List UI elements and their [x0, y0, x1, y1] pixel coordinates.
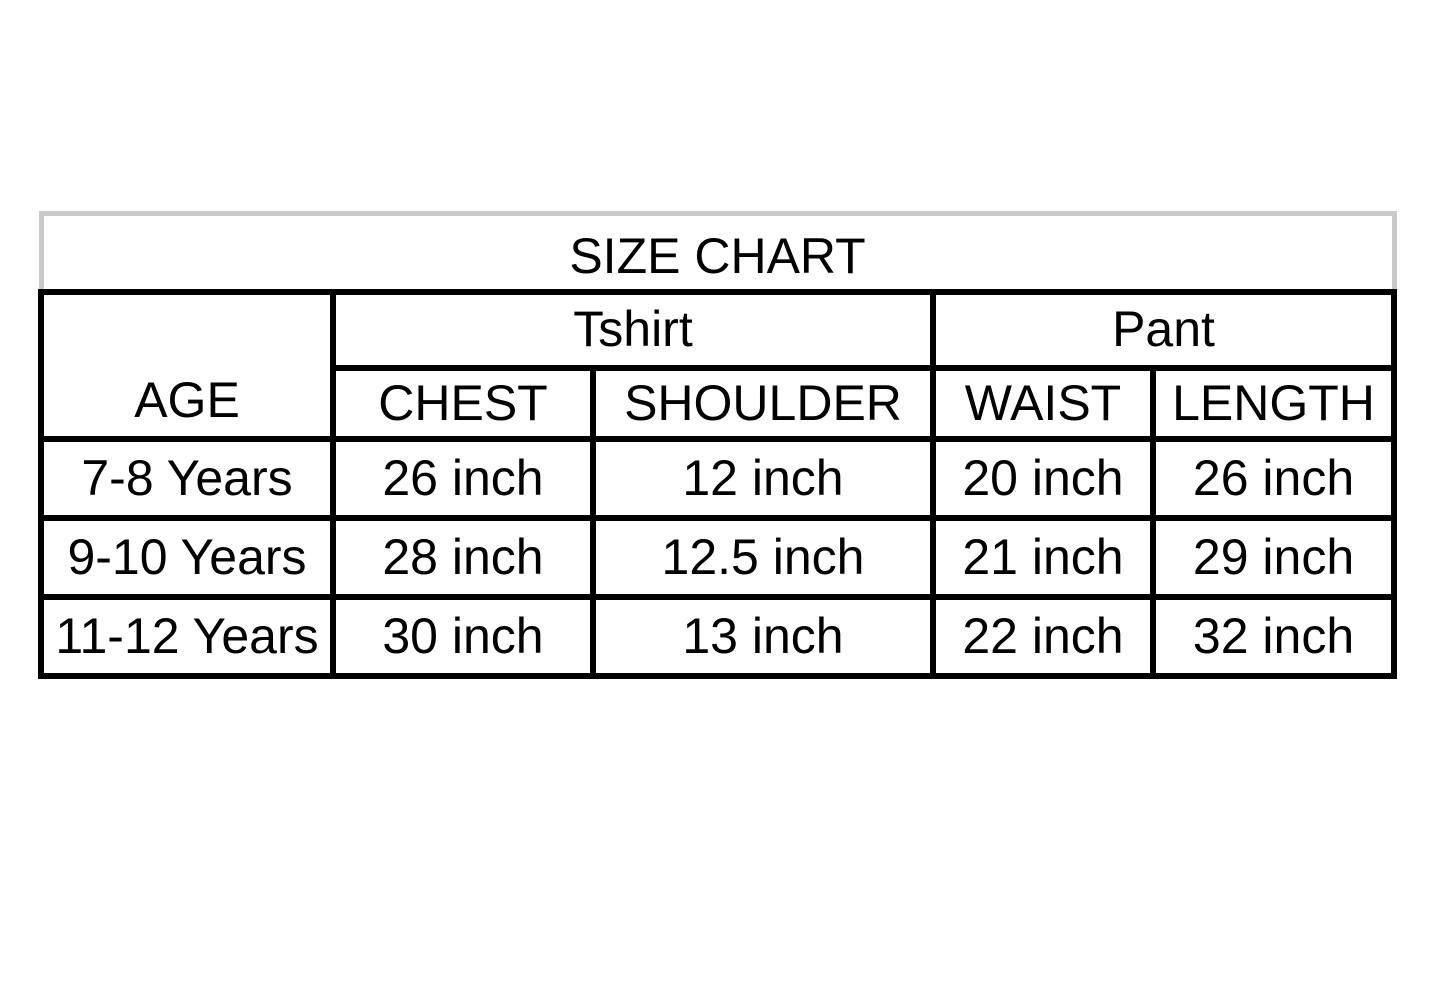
- age-cell: 7-8 Years: [38, 435, 336, 521]
- column-header-chest: CHEST: [330, 364, 596, 442]
- length-cell: 29 inch: [1149, 514, 1398, 600]
- age-cell: 9-10 Years: [38, 514, 336, 600]
- chest-cell: 26 inch: [330, 435, 596, 521]
- age-header-cell: AGE: [38, 288, 336, 442]
- chest-cell: 28 inch: [330, 514, 596, 600]
- table-row: 7-8 Years 26 inch 12 inch 20 inch 26 inc…: [38, 435, 1398, 521]
- age-header-label: AGE: [134, 371, 240, 428]
- length-cell: 32 inch: [1149, 593, 1398, 679]
- column-header-shoulder: SHOULDER: [590, 364, 936, 442]
- table-row: 11-12 Years 30 inch 13 inch 22 inch 32 i…: [38, 593, 1398, 679]
- column-header-row: CHEST SHOULDER WAIST LENGTH: [41, 364, 1398, 442]
- age-cell: 11-12 Years: [38, 593, 336, 679]
- shoulder-cell: 13 inch: [590, 593, 936, 679]
- waist-cell: 21 inch: [930, 514, 1156, 600]
- chest-cell: 30 inch: [330, 593, 596, 679]
- column-header-waist: WAIST: [930, 364, 1156, 442]
- waist-cell: 20 inch: [930, 435, 1156, 521]
- shoulder-cell: 12.5 inch: [590, 514, 936, 600]
- table-row: 9-10 Years 28 inch 12.5 inch 21 inch 29 …: [38, 514, 1398, 600]
- waist-cell: 22 inch: [930, 593, 1156, 679]
- group-header-pant: Pant: [929, 288, 1398, 371]
- group-header-row: AGE Tshirt Pant: [38, 288, 1398, 442]
- column-header-length: LENGTH: [1149, 364, 1398, 442]
- title-row: SIZE CHART: [38, 211, 1397, 295]
- length-cell: 26 inch: [1149, 435, 1398, 521]
- size-chart-title: SIZE CHART: [38, 211, 1397, 295]
- shoulder-cell: 12 inch: [590, 435, 936, 521]
- size-chart-table: SIZE CHART AGE Tshirt Pant CHEST SHOULDE…: [38, 211, 1398, 679]
- group-header-tshirt: Tshirt: [330, 288, 936, 371]
